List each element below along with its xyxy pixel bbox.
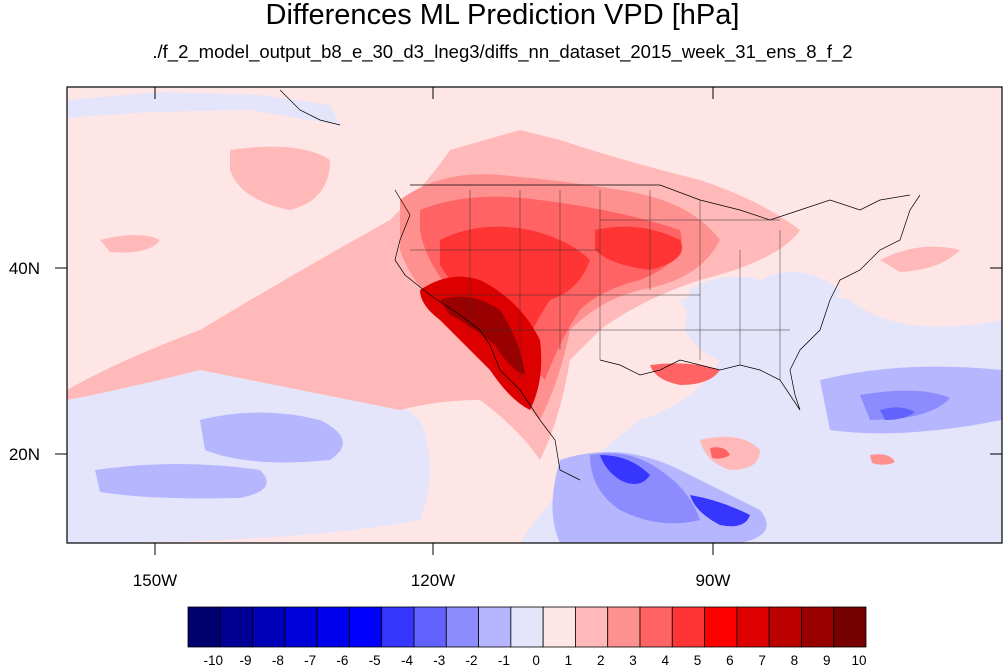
gulf-pos — [650, 363, 720, 385]
colorbar-swatch — [833, 606, 867, 648]
plains-pos — [595, 226, 682, 270]
colorbar-label: 3 — [629, 653, 637, 668]
colorbar-swatch — [219, 606, 253, 648]
map-frame — [66, 86, 1003, 544]
lat-label-40n: 40N — [8, 259, 40, 278]
colorbar-swatch — [413, 606, 447, 648]
colorbar-label: -2 — [465, 653, 478, 668]
colorbar-swatch — [736, 606, 770, 648]
colorbar-label: 10 — [851, 653, 867, 668]
colorbar-swatch — [252, 606, 286, 648]
mexico-core-1 — [600, 455, 650, 484]
colorbar-label: 8 — [790, 653, 799, 668]
pacific-blob-1 — [200, 412, 343, 463]
colorbar-swatch — [607, 606, 641, 648]
colorbar-swatch — [284, 606, 318, 648]
colorbar-swatch — [187, 606, 221, 648]
lon-label-120w: 120W — [410, 571, 456, 590]
colorbar-swatch — [381, 606, 415, 648]
eastern-us-neg — [685, 272, 840, 400]
colorbar-label: 0 — [532, 653, 540, 668]
east-caribbean-pos — [870, 454, 895, 465]
colorbar-label: 1 — [564, 653, 573, 668]
colorbar-label: -4 — [400, 653, 413, 668]
colorbar — [187, 606, 867, 648]
map-title: Differences ML Prediction VPD [hPa] — [265, 0, 740, 31]
colorbar-label: -9 — [239, 653, 252, 668]
axis-ticks — [55, 87, 1002, 555]
atlantic-neg-core2 — [880, 407, 915, 420]
colorbar-swatch — [349, 606, 383, 648]
colorbar-label: 9 — [822, 653, 831, 668]
map-subtitle: ./f_2_model_output_b8_e_30_d3_lneg3/diff… — [152, 41, 853, 62]
colorbar-swatch — [510, 606, 544, 648]
colorbar-swatch — [478, 606, 512, 648]
map-field — [67, 87, 1002, 543]
colorbar-label: 6 — [726, 653, 734, 668]
pacific-pos-small — [100, 235, 160, 253]
colorbar-label: -10 — [203, 653, 224, 668]
colorbar-label: 4 — [661, 653, 670, 668]
colorbar-label: 2 — [596, 653, 605, 668]
lon-label-90w: 90W — [695, 571, 731, 590]
lon-label-150w: 150W — [132, 571, 178, 590]
colorbar-swatch — [671, 606, 705, 648]
colorbar-label: -7 — [304, 653, 317, 668]
colorbar-swatch — [542, 606, 576, 648]
lat-label-20n: 20N — [8, 445, 40, 464]
colorbar-label: -1 — [497, 653, 510, 668]
pacific-blob-2 — [95, 464, 267, 499]
colorbar-swatch — [768, 606, 802, 648]
colorbar-swatch — [639, 606, 673, 648]
colorbar-label: -6 — [336, 653, 349, 668]
colorbar-swatch — [445, 606, 479, 648]
southwest-pos — [440, 226, 590, 360]
mexico-core-2 — [690, 495, 750, 527]
north-pacific-neg — [67, 92, 340, 125]
colorbar-swatch — [801, 606, 835, 648]
colorbar-label: -3 — [433, 653, 446, 668]
colorbar-label: -8 — [271, 653, 284, 668]
colorbar-swatch — [704, 606, 738, 648]
state-borders — [410, 190, 790, 380]
colorbar-label: 5 — [693, 653, 702, 668]
colorbar-label: -5 — [368, 653, 381, 668]
new-england-pos — [880, 246, 960, 272]
caribbean-pos-core — [710, 447, 730, 459]
ne-pacific-pos — [230, 146, 330, 210]
caribbean-pos — [700, 436, 760, 470]
colorbar-swatch — [575, 606, 609, 648]
colorbar-swatch — [316, 606, 350, 648]
colorbar-label: 7 — [758, 653, 766, 668]
